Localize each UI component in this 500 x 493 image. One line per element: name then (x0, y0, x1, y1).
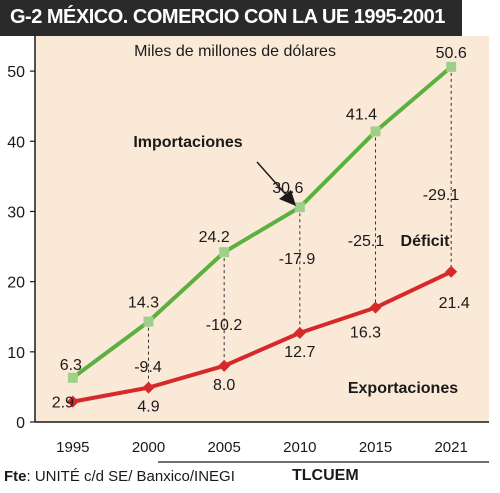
exportaciones-label-2000: 4.9 (137, 399, 159, 416)
importaciones-point-1995 (67, 372, 78, 383)
importaciones-point-2015 (370, 126, 381, 137)
title-bar: G-2 MÉXICO. COMERCIO CON LA UE 1995-2001 (0, 0, 462, 36)
exportaciones-point-1995 (66, 395, 79, 408)
importaciones-label-1995: 6.3 (60, 357, 82, 374)
agreement-tag: TLCUEM (292, 467, 359, 484)
y-tick-label-30: 30 (7, 204, 25, 221)
importaciones-arrow-head (279, 190, 296, 206)
y-tick-label-0: 0 (16, 415, 25, 432)
importaciones-point-2010 (294, 202, 305, 213)
exportaciones-series-name: Exportaciones (348, 380, 458, 397)
y-tick-label-50: 50 (7, 64, 25, 81)
x-tick-label-2021: 2021 (434, 439, 467, 456)
exportaciones-label-1995: 2.9 (52, 395, 74, 412)
exportaciones-label-2010: 12.7 (284, 344, 315, 361)
source-note: Fte: UNITÉ c/d SE/ Banxico/INEGI (4, 468, 235, 485)
importaciones-arrow-shaft (256, 161, 290, 199)
exportaciones-label-2015: 16.3 (350, 325, 381, 342)
x-tick-label-2005: 2005 (207, 439, 240, 456)
exportaciones-point-2005 (218, 359, 231, 372)
exportaciones-label-2005: 8.0 (213, 377, 235, 394)
deficit-label-2000: -9.4 (134, 359, 162, 376)
y-tick-label-40: 40 (7, 134, 25, 151)
importaciones-line (71, 65, 453, 380)
importaciones-label-2010: 30.6 (272, 180, 303, 197)
deficit-label-2021: -29.1 (423, 187, 460, 204)
importaciones-label-2021: 50.6 (436, 45, 467, 62)
importaciones-point-2021 (446, 61, 457, 72)
exportaciones-label-2021: 21.4 (439, 295, 470, 312)
importaciones-series-name: Importaciones (133, 134, 242, 151)
x-tick-label-2015: 2015 (359, 439, 392, 456)
exportaciones-point-2010 (293, 326, 306, 339)
exportaciones-line (72, 270, 453, 404)
deficit-label-2005: -10.2 (206, 317, 243, 334)
chart-title: G-2 MÉXICO. COMERCIO CON LA UE 1995-2001 (10, 6, 445, 28)
y-tick-label-10: 10 (7, 345, 25, 362)
chart-subtitle: Miles de millones de dólares (134, 43, 336, 60)
importaciones-label-2005: 24.2 (199, 229, 230, 246)
source-text: : UNITÉ c/d SE/ Banxico/INEGI (26, 468, 235, 485)
importaciones-point-2000 (143, 316, 154, 327)
importaciones-label-2015: 41.4 (346, 106, 377, 123)
x-tick-label-2000: 2000 (132, 439, 165, 456)
y-tick-label-20: 20 (7, 275, 25, 292)
exportaciones-point-2021 (445, 265, 458, 278)
exportaciones-point-2015 (369, 301, 382, 314)
importaciones-point-2005 (219, 247, 230, 258)
deficit-annotation: Déficit (401, 233, 451, 250)
x-tick-label-2010: 2010 (283, 439, 316, 456)
importaciones-label-2000: 14.3 (128, 295, 159, 312)
exportaciones-point-2000 (142, 381, 155, 394)
source-prefix: Fte (4, 468, 27, 485)
deficit-label-2010: -17.9 (279, 251, 316, 268)
deficit-label-2015: -25.1 (348, 233, 385, 250)
x-tick-label-1995: 1995 (56, 439, 89, 456)
